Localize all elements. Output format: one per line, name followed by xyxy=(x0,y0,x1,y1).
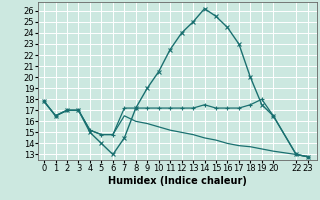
X-axis label: Humidex (Indice chaleur): Humidex (Indice chaleur) xyxy=(108,176,247,186)
